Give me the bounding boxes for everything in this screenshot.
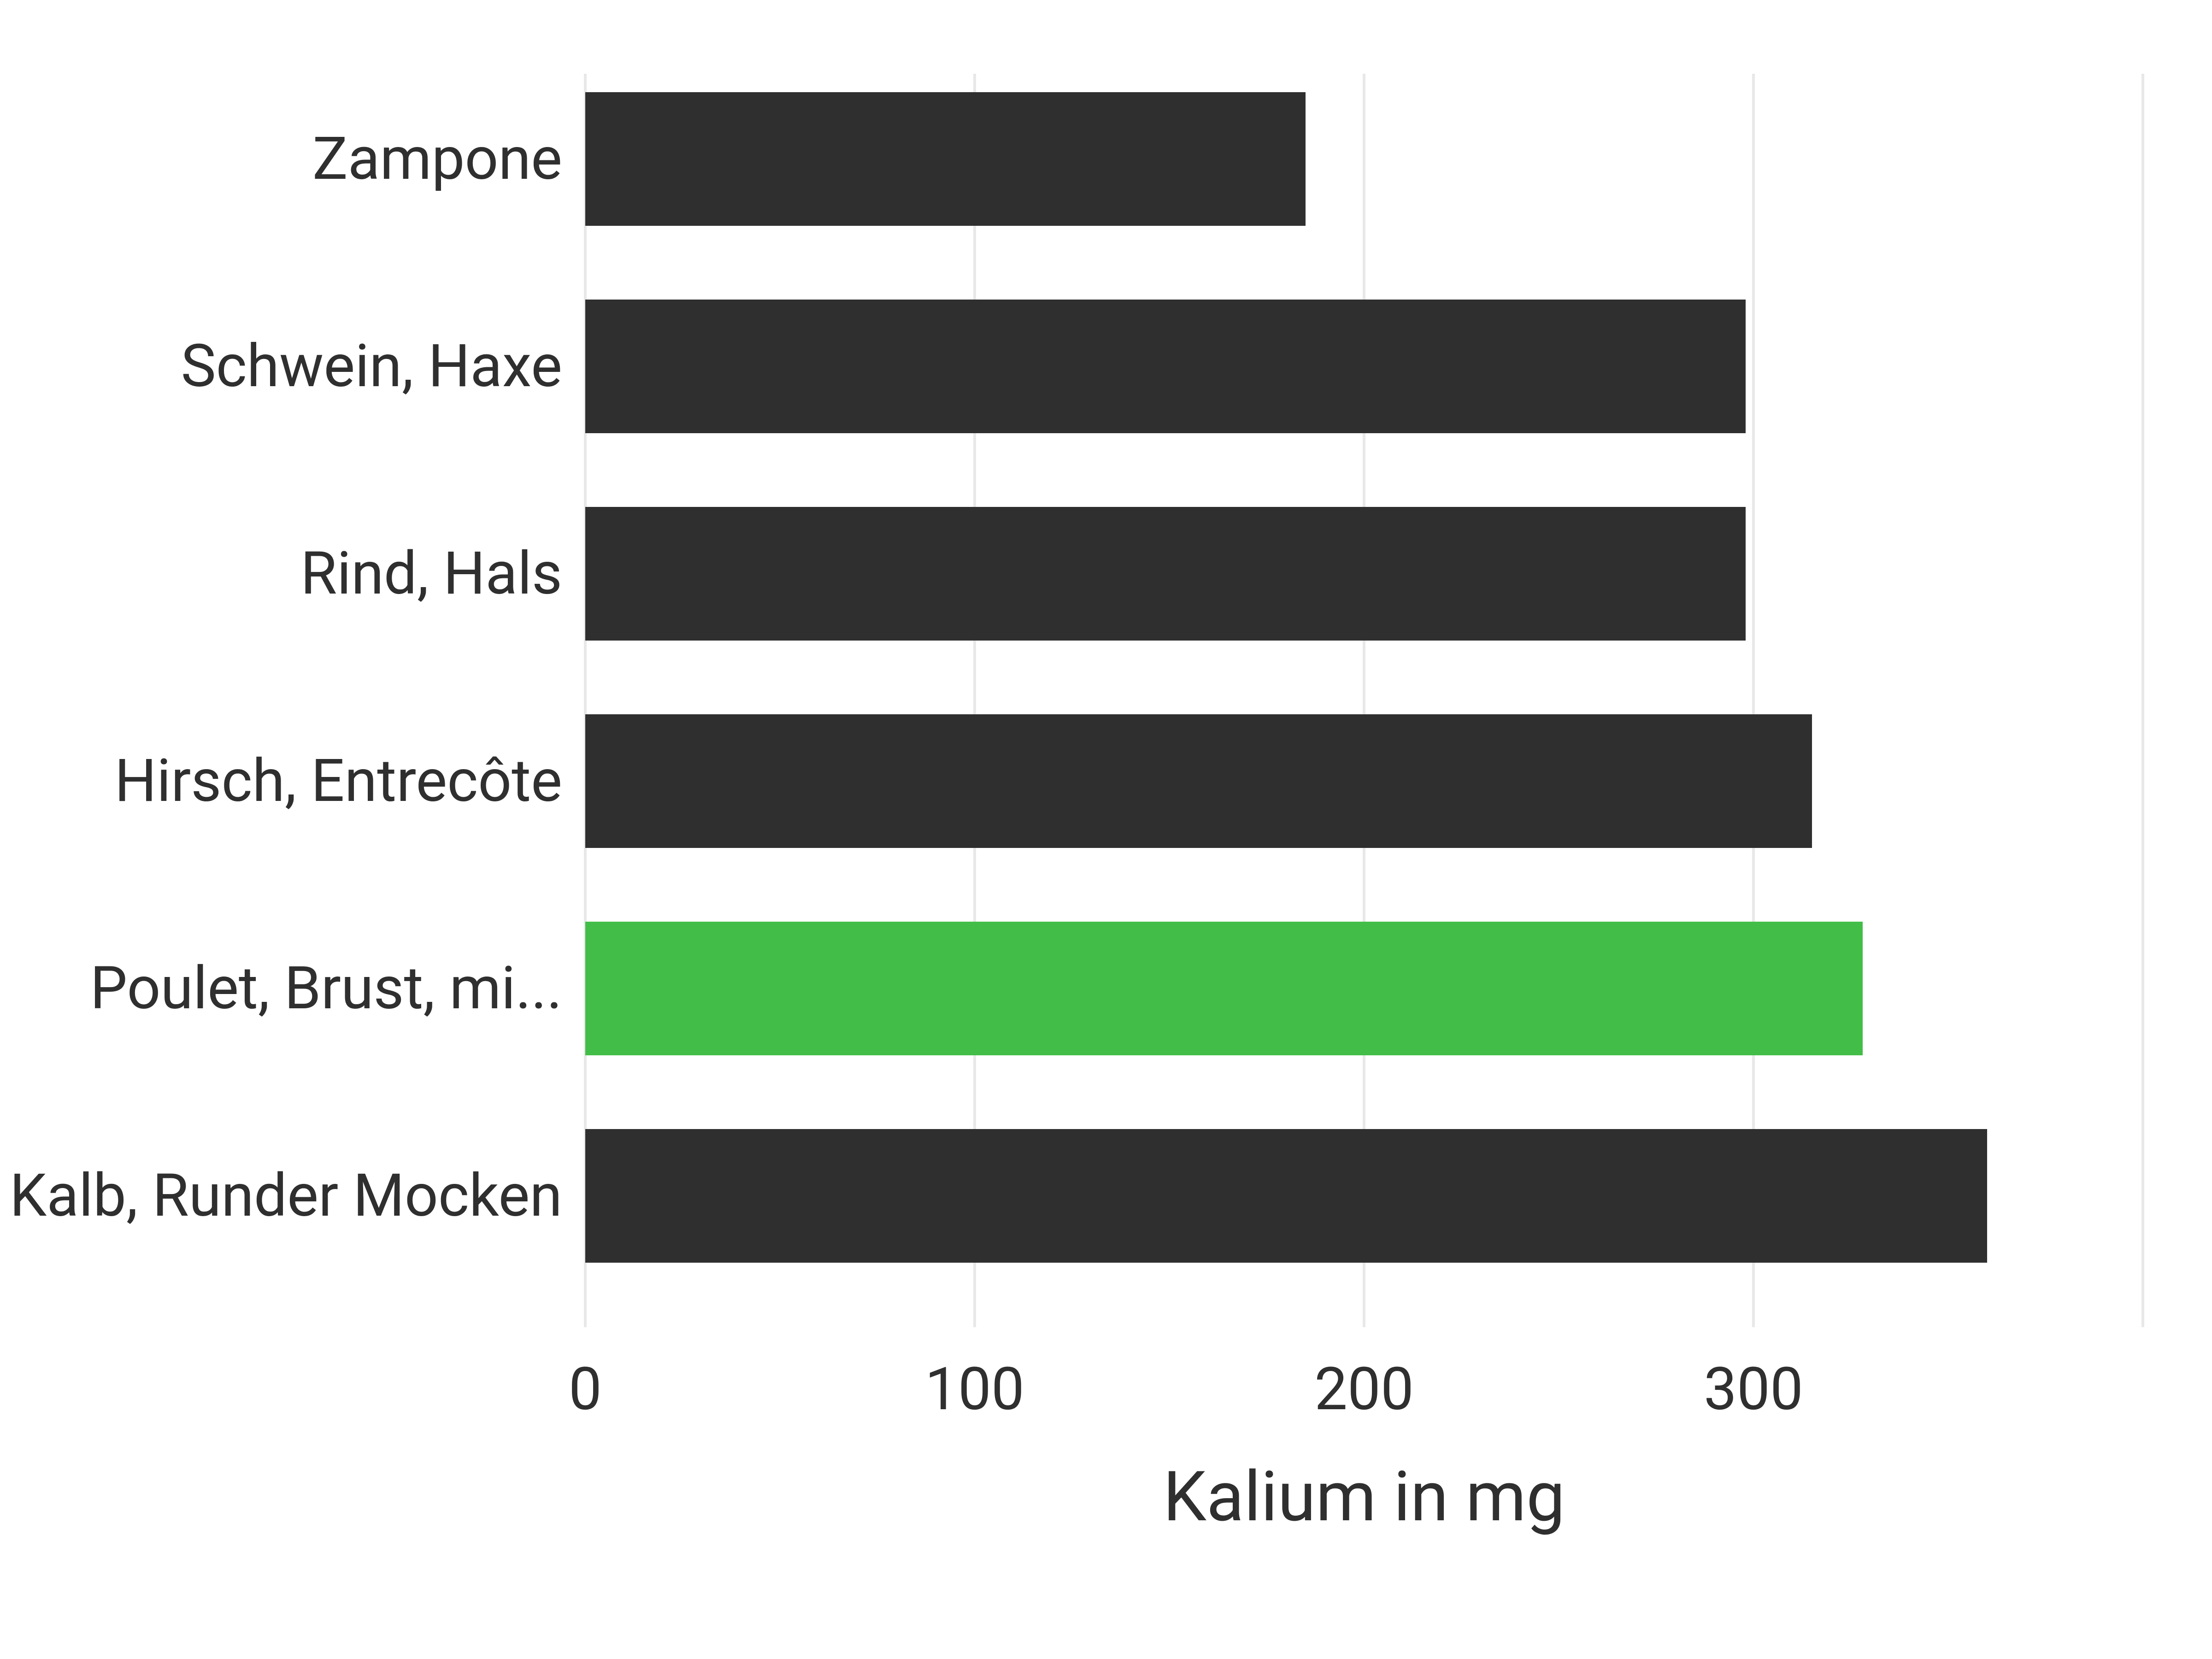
y-axis-label: Zampone [312,129,562,188]
bar [585,300,1746,433]
bar [585,507,1746,641]
x-tick-label: 100 [925,1355,1024,1424]
bar [585,714,1812,848]
x-tick-label: 300 [1704,1355,1803,1424]
grid-line [2141,74,2144,1327]
x-axis-title: Kalium in mg [585,1456,2143,1537]
chart-container: Kalium in mg Zampone Schwein, Haxe Rind, H… [0,0,2212,1659]
plot-area [585,74,2143,1327]
y-axis-label: Rind, Hals [300,544,562,603]
x-tick-label: 0 [569,1355,602,1424]
bar [585,922,1863,1055]
bar [585,1129,1987,1263]
x-tick-label: 200 [1314,1355,1414,1424]
y-axis-label: Kalb, Runder Mocken [10,1166,562,1225]
bar [585,92,1306,226]
y-axis-label: Hirsch, Entrecôte [115,752,562,811]
y-axis-label: Schwein, Haxe [181,337,562,396]
y-axis-label: Poulet, Brust, mi... [90,959,563,1018]
